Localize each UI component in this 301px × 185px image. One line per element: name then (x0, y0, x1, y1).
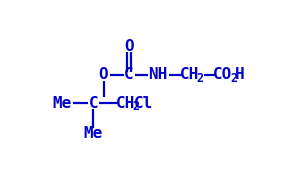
Text: 2: 2 (230, 72, 237, 85)
Text: CH: CH (116, 95, 135, 111)
Text: O: O (99, 67, 108, 82)
Text: NH: NH (148, 67, 167, 82)
Text: Me: Me (53, 95, 72, 111)
Text: O: O (124, 39, 134, 54)
Text: CO: CO (213, 67, 232, 82)
Text: H: H (235, 67, 245, 82)
Text: C: C (88, 95, 98, 111)
Text: Me: Me (84, 126, 103, 141)
Text: CH: CH (180, 67, 199, 82)
Text: 2: 2 (132, 100, 140, 113)
Text: 2: 2 (196, 72, 203, 85)
Text: C: C (124, 67, 134, 82)
Text: Cl: Cl (133, 95, 153, 111)
